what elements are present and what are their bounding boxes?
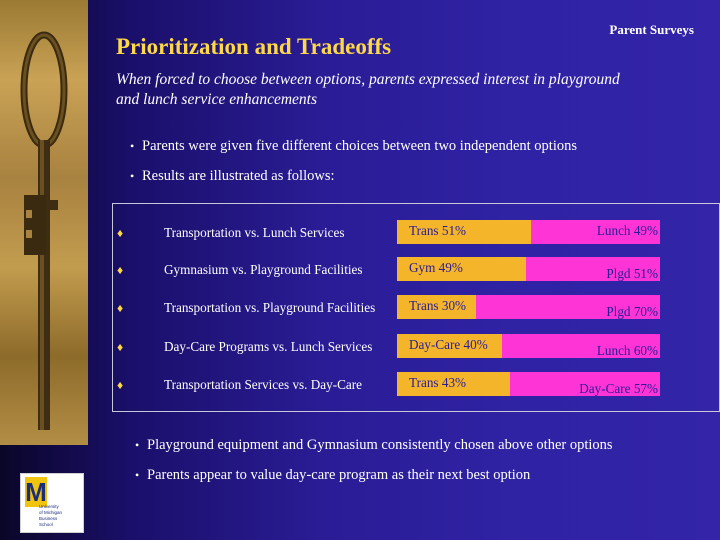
key-icon	[20, 31, 68, 430]
bar-segment-b: Day-Care 57%	[510, 372, 660, 396]
university-logo: M University of Michigan Business School	[20, 473, 84, 533]
comparison-row: ♦ Transportation vs. Lunch Services Tran…	[113, 220, 719, 250]
intro-bullet: Results are illustrated as follows:	[130, 167, 690, 185]
key-photo	[0, 0, 88, 445]
bullet-diamond-icon: ♦	[117, 263, 124, 277]
bullet-diamond-icon: ♦	[117, 226, 124, 240]
comparison-label: Transportation Services vs. Day-Care	[164, 377, 363, 392]
comparison-bar: Gym 49% Plgd 51%	[397, 257, 660, 281]
bar-segment-a: Day-Care 40%	[397, 334, 502, 358]
bar-segment-a: Trans 30%	[397, 295, 476, 319]
bar-segment-a: Trans 51%	[397, 220, 531, 244]
bullet-diamond-icon: ♦	[117, 301, 124, 315]
comparison-bar: Trans 51% Lunch 49%	[397, 220, 660, 244]
bar-segment-a: Gym 49%	[397, 257, 526, 281]
conclusion-bullet-list: Playground equipment and Gymnasium consi…	[135, 436, 695, 496]
bar-segment-b: Plgd 51%	[526, 257, 660, 281]
slide-subtitle: When forced to choose between options, p…	[116, 71, 620, 108]
intro-bullet-list: Parents were given five different choice…	[130, 137, 690, 197]
comparison-label: Transportation vs. Lunch Services	[164, 225, 345, 240]
comparison-row: ♦ Transportation vs. Playground Faciliti…	[113, 295, 719, 325]
conclusion-bullet: Playground equipment and Gymnasium consi…	[135, 436, 695, 454]
logo-text-line: of Michigan	[39, 510, 63, 515]
comparison-bar: Day-Care 40% Lunch 60%	[397, 334, 660, 358]
bullet-diamond-icon: ♦	[117, 378, 124, 392]
section-label: Parent Surveys	[609, 22, 694, 37]
logo-text-line: School	[39, 522, 53, 527]
logo-text-line: University	[39, 504, 59, 509]
logo-text: University of Michigan Business School	[39, 504, 81, 528]
comparison-row: ♦ Gymnasium vs. Playground Facilities Gy…	[113, 257, 719, 287]
bar-segment-b: Lunch 49%	[531, 220, 660, 244]
bar-segment-b: Plgd 70%	[476, 295, 660, 319]
logo-letter: M	[25, 477, 47, 507]
conclusion-bullet: Parents appear to value day-care program…	[135, 466, 695, 484]
bar-segment-b: Lunch 60%	[502, 334, 660, 358]
slide-title: Prioritization and Tradeoffs	[116, 34, 392, 59]
intro-bullet: Parents were given five different choice…	[130, 137, 690, 155]
logo-text-line: Business	[39, 516, 58, 521]
comparison-row: ♦ Day-Care Programs vs. Lunch Services D…	[113, 334, 719, 364]
comparison-label: Gymnasium vs. Playground Facilities	[164, 262, 363, 277]
comparison-bar: Trans 30% Plgd 70%	[397, 295, 660, 319]
comparison-label: Transportation vs. Playground Facilities	[164, 300, 376, 315]
comparison-label: Day-Care Programs vs. Lunch Services	[164, 339, 373, 354]
bar-segment-a: Trans 43%	[397, 372, 510, 396]
results-panel: ♦ Transportation vs. Lunch Services Tran…	[112, 203, 720, 412]
comparison-row: ♦ Transportation Services vs. Day-Care T…	[113, 372, 719, 402]
bullet-diamond-icon: ♦	[117, 340, 124, 354]
comparison-bar: Trans 43% Day-Care 57%	[397, 372, 660, 396]
